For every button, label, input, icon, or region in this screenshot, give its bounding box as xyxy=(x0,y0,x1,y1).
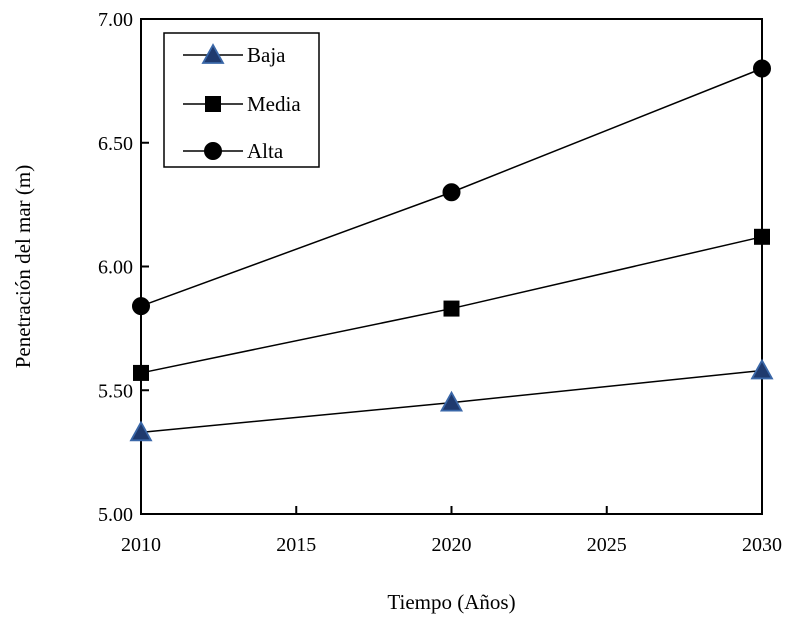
data-point-baja xyxy=(129,420,153,442)
x-tick-label: 2030 xyxy=(742,534,782,556)
data-point-alta xyxy=(442,183,461,202)
x-tick-label: 2015 xyxy=(276,534,316,556)
y-tick-label: 6.50 xyxy=(98,133,133,155)
y-tick-label: 7.00 xyxy=(98,9,133,31)
legend-label-alta: Alta xyxy=(247,139,284,163)
legend-label-baja: Baja xyxy=(247,43,286,67)
legend-marker-baja xyxy=(201,43,225,64)
x-axis: 2010 2015 2020 2025 2030 xyxy=(121,506,782,556)
data-point-alta xyxy=(132,297,150,316)
data-point-media xyxy=(443,300,460,317)
legend-label-media: Media xyxy=(247,92,301,116)
legend-marker-media xyxy=(205,96,221,112)
series-baja xyxy=(129,358,774,442)
data-point-alta xyxy=(753,59,771,78)
x-tick-label: 2020 xyxy=(432,534,472,556)
data-point-media xyxy=(133,364,149,381)
data-point-media xyxy=(754,228,770,245)
data-point-baja xyxy=(750,358,774,380)
series-media xyxy=(133,228,770,381)
series-layer xyxy=(129,59,774,442)
y-tick-label: 6.00 xyxy=(98,257,133,279)
legend: Baja Media Alta xyxy=(163,32,320,168)
y-tick-label: 5.00 xyxy=(98,504,133,526)
legend-marker-alta xyxy=(204,142,222,160)
y-axis-title: Penetración del mar (m) xyxy=(11,165,35,369)
x-tick-label: 2025 xyxy=(587,534,627,556)
series-alta xyxy=(132,59,771,316)
y-axis: 5.00 5.50 6.00 6.50 7.00 xyxy=(98,9,149,526)
data-point-baja xyxy=(439,390,464,412)
y-tick-label: 5.50 xyxy=(98,380,133,402)
x-tick-label: 2010 xyxy=(121,534,161,556)
x-axis-title: Tiempo (Años) xyxy=(387,590,515,614)
